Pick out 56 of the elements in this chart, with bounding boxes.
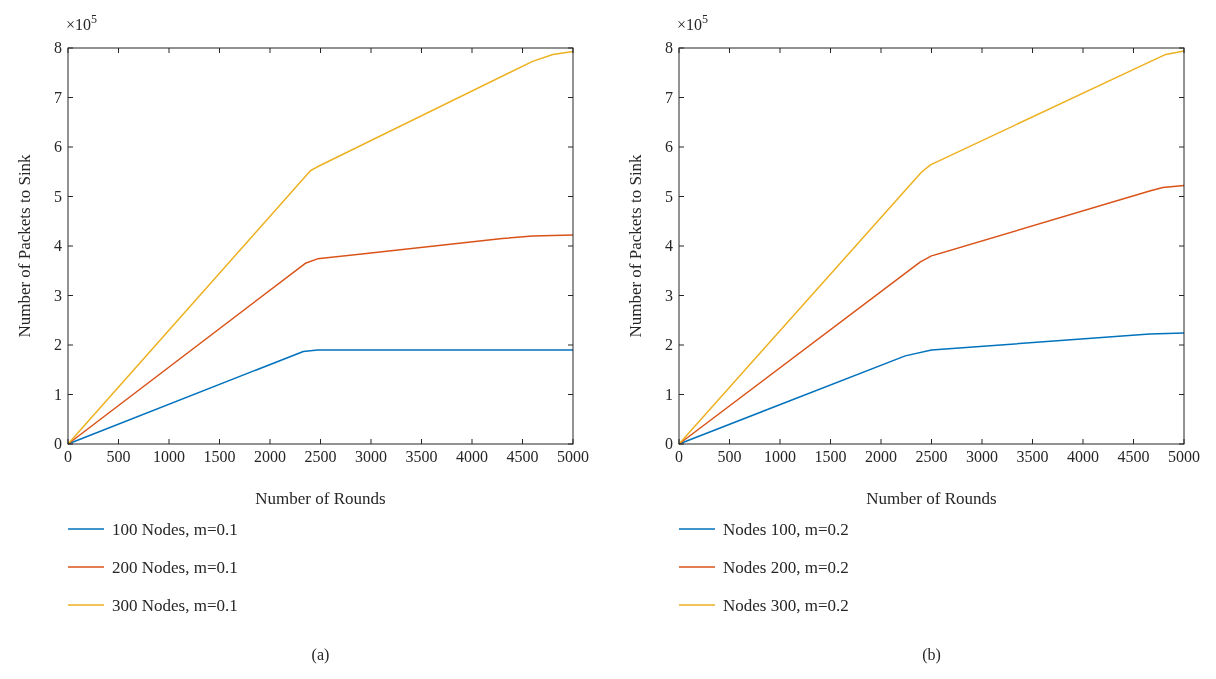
legend-label: 300 Nodes, m=0.1	[112, 596, 238, 615]
x-tick-label: 3500	[405, 448, 438, 465]
y-tick-label: 7	[54, 88, 62, 106]
y-tick-label: 1	[665, 385, 673, 403]
y-tick-label: 2	[665, 336, 673, 353]
x-tick-label: 2000	[865, 448, 897, 465]
x-tick-label: 4500	[1117, 448, 1150, 465]
x-tick-label: 5000	[1168, 448, 1200, 465]
text: ×10$^{5}$	[66, 12, 98, 33]
legend-label: Nodes 100, m=0.2	[723, 520, 849, 539]
y-tick-label: 8	[54, 39, 62, 56]
legend-label: Nodes 200, m=0.2	[723, 558, 849, 577]
y-tick-label: 0	[54, 435, 62, 452]
y-tick-label: 2	[54, 336, 62, 353]
y-tick-label: 7	[665, 88, 673, 106]
legend-label: 200 Nodes, m=0.1	[112, 558, 238, 577]
y-tick-label: 3	[665, 286, 673, 304]
y-tick-label: 5	[54, 187, 62, 205]
x-tick-label: 1500	[203, 448, 236, 465]
y-axis-title: Number of Packets to Sink	[626, 153, 645, 338]
y-tick-label: 5	[665, 187, 673, 205]
line-series	[67, 50, 574, 445]
x-axis-title: Number of Rounds	[866, 489, 997, 508]
x-axis-title: Number of Rounds	[255, 489, 386, 508]
x-tick-label: 3000	[355, 448, 387, 465]
x-tick-label: 3000	[966, 448, 998, 465]
y-tick-label: 8	[665, 39, 673, 56]
x-tick-label: 1500	[814, 448, 847, 465]
x-tick-label: 3500	[1016, 448, 1049, 465]
y-tick-label: 0	[665, 435, 673, 452]
x-tick-label: 2500	[304, 448, 337, 465]
x-tick-label: 1000	[764, 448, 796, 465]
legend-label: 100 Nodes, m=0.1	[112, 520, 238, 539]
x-tick-label: 1000	[153, 448, 185, 465]
x-tick-label: 500	[717, 448, 742, 465]
line-series	[678, 184, 1185, 445]
y-tick-label: 4	[665, 237, 673, 254]
legend-label: Nodes 300, m=0.2	[723, 596, 849, 615]
y-axis-title: Number of Packets to Sink	[15, 153, 34, 338]
y-tick-label: 6	[54, 138, 62, 155]
x-tick-label: 4000	[456, 448, 488, 465]
x-tick-label: 5000	[557, 448, 589, 465]
x-tick-label: 4500	[506, 448, 539, 465]
text: (b)	[922, 646, 941, 664]
y-tick-label: 1	[54, 385, 62, 403]
y-tick-label: 6	[665, 138, 673, 155]
text: (a)	[311, 646, 330, 664]
x-tick-label: 2000	[254, 448, 286, 465]
y-tick-label: 4	[54, 237, 62, 254]
line-series	[678, 50, 1185, 445]
x-tick-label: 500	[106, 448, 131, 465]
x-tick-label: 4000	[1067, 448, 1099, 465]
text: ×10$^{5}$	[677, 12, 709, 33]
x-tick-label: 2500	[915, 448, 948, 465]
y-tick-label: 3	[54, 286, 62, 304]
line-series	[67, 234, 574, 445]
